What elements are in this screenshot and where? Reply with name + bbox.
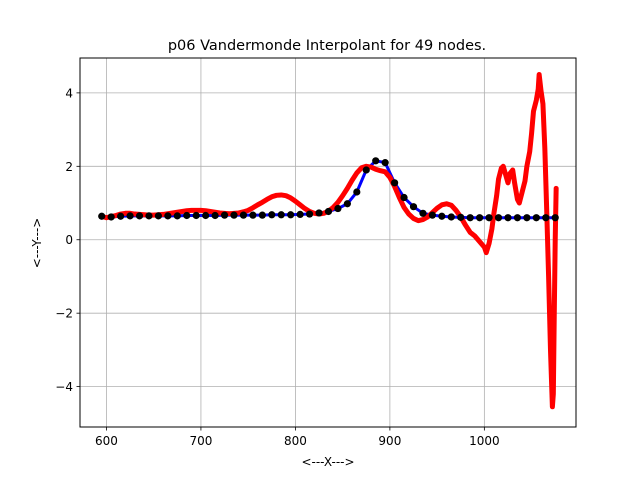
node-point <box>523 214 531 222</box>
y-tick-label: 4 <box>65 86 73 100</box>
node-point <box>239 211 248 219</box>
node-point <box>353 188 361 196</box>
x-tick-label: 800 <box>284 434 307 448</box>
node-point <box>334 204 342 213</box>
node-point <box>117 212 125 220</box>
chart-title: p06 Vandermonde Interpolant for 49 nodes… <box>168 38 486 54</box>
node-point <box>268 211 276 219</box>
x-tick-label: 900 <box>378 434 401 448</box>
node-point <box>372 157 380 165</box>
node-point <box>135 212 144 220</box>
node-point <box>551 214 559 222</box>
node-point <box>305 210 314 218</box>
series-group <box>98 72 559 410</box>
node-point <box>220 211 229 219</box>
node-point <box>107 213 115 221</box>
node-point <box>476 214 484 222</box>
node-point <box>98 212 106 220</box>
node-point <box>183 211 191 220</box>
x-axis-label: <---X---> <box>301 455 354 469</box>
y-tick-label: −2 <box>55 307 73 321</box>
interpolant-line <box>99 72 559 410</box>
node-point <box>202 211 210 220</box>
x-tick-label: 600 <box>95 434 118 448</box>
node-point <box>277 211 285 219</box>
node-point <box>164 212 172 220</box>
node-point <box>362 166 370 174</box>
node-point <box>230 211 238 219</box>
node-point <box>154 212 163 220</box>
node-point <box>466 214 474 222</box>
node-point <box>173 212 181 220</box>
x-tick-label: 1000 <box>469 434 500 448</box>
node-point <box>211 211 219 220</box>
node-point <box>145 212 153 220</box>
node-point <box>296 210 304 219</box>
node-point <box>457 213 465 221</box>
node-point <box>504 214 512 222</box>
x-axis: 600 700 800 900 1000 <box>95 427 500 448</box>
y-tick-label: −4 <box>55 380 73 394</box>
node-point <box>391 179 399 187</box>
node-point <box>485 214 493 222</box>
node-point <box>381 159 389 167</box>
node-point <box>513 214 522 222</box>
y-axis-label: <---Y---> <box>30 218 44 269</box>
node-point <box>494 214 503 222</box>
node-point <box>192 211 200 220</box>
y-axis: −4 −2 0 2 4 <box>55 86 80 394</box>
node-point <box>419 209 427 217</box>
node-point <box>126 212 134 220</box>
node-point <box>542 214 550 222</box>
node-point <box>258 211 266 219</box>
node-point <box>343 200 351 208</box>
node-point <box>532 214 540 222</box>
node-point <box>315 209 323 217</box>
node-point <box>409 203 418 211</box>
node-point <box>428 211 436 219</box>
y-tick-label: 2 <box>65 160 73 174</box>
plot-frame <box>79 57 577 428</box>
node-point <box>287 211 295 219</box>
node-point <box>400 193 408 202</box>
plot-area <box>98 72 559 410</box>
x-tick-label: 700 <box>189 434 212 448</box>
y-tick-label: 0 <box>65 233 73 247</box>
node-point <box>438 212 446 220</box>
node-point <box>249 211 257 219</box>
grid-lines <box>80 58 576 427</box>
node-point <box>324 207 333 216</box>
node-point <box>447 213 455 221</box>
